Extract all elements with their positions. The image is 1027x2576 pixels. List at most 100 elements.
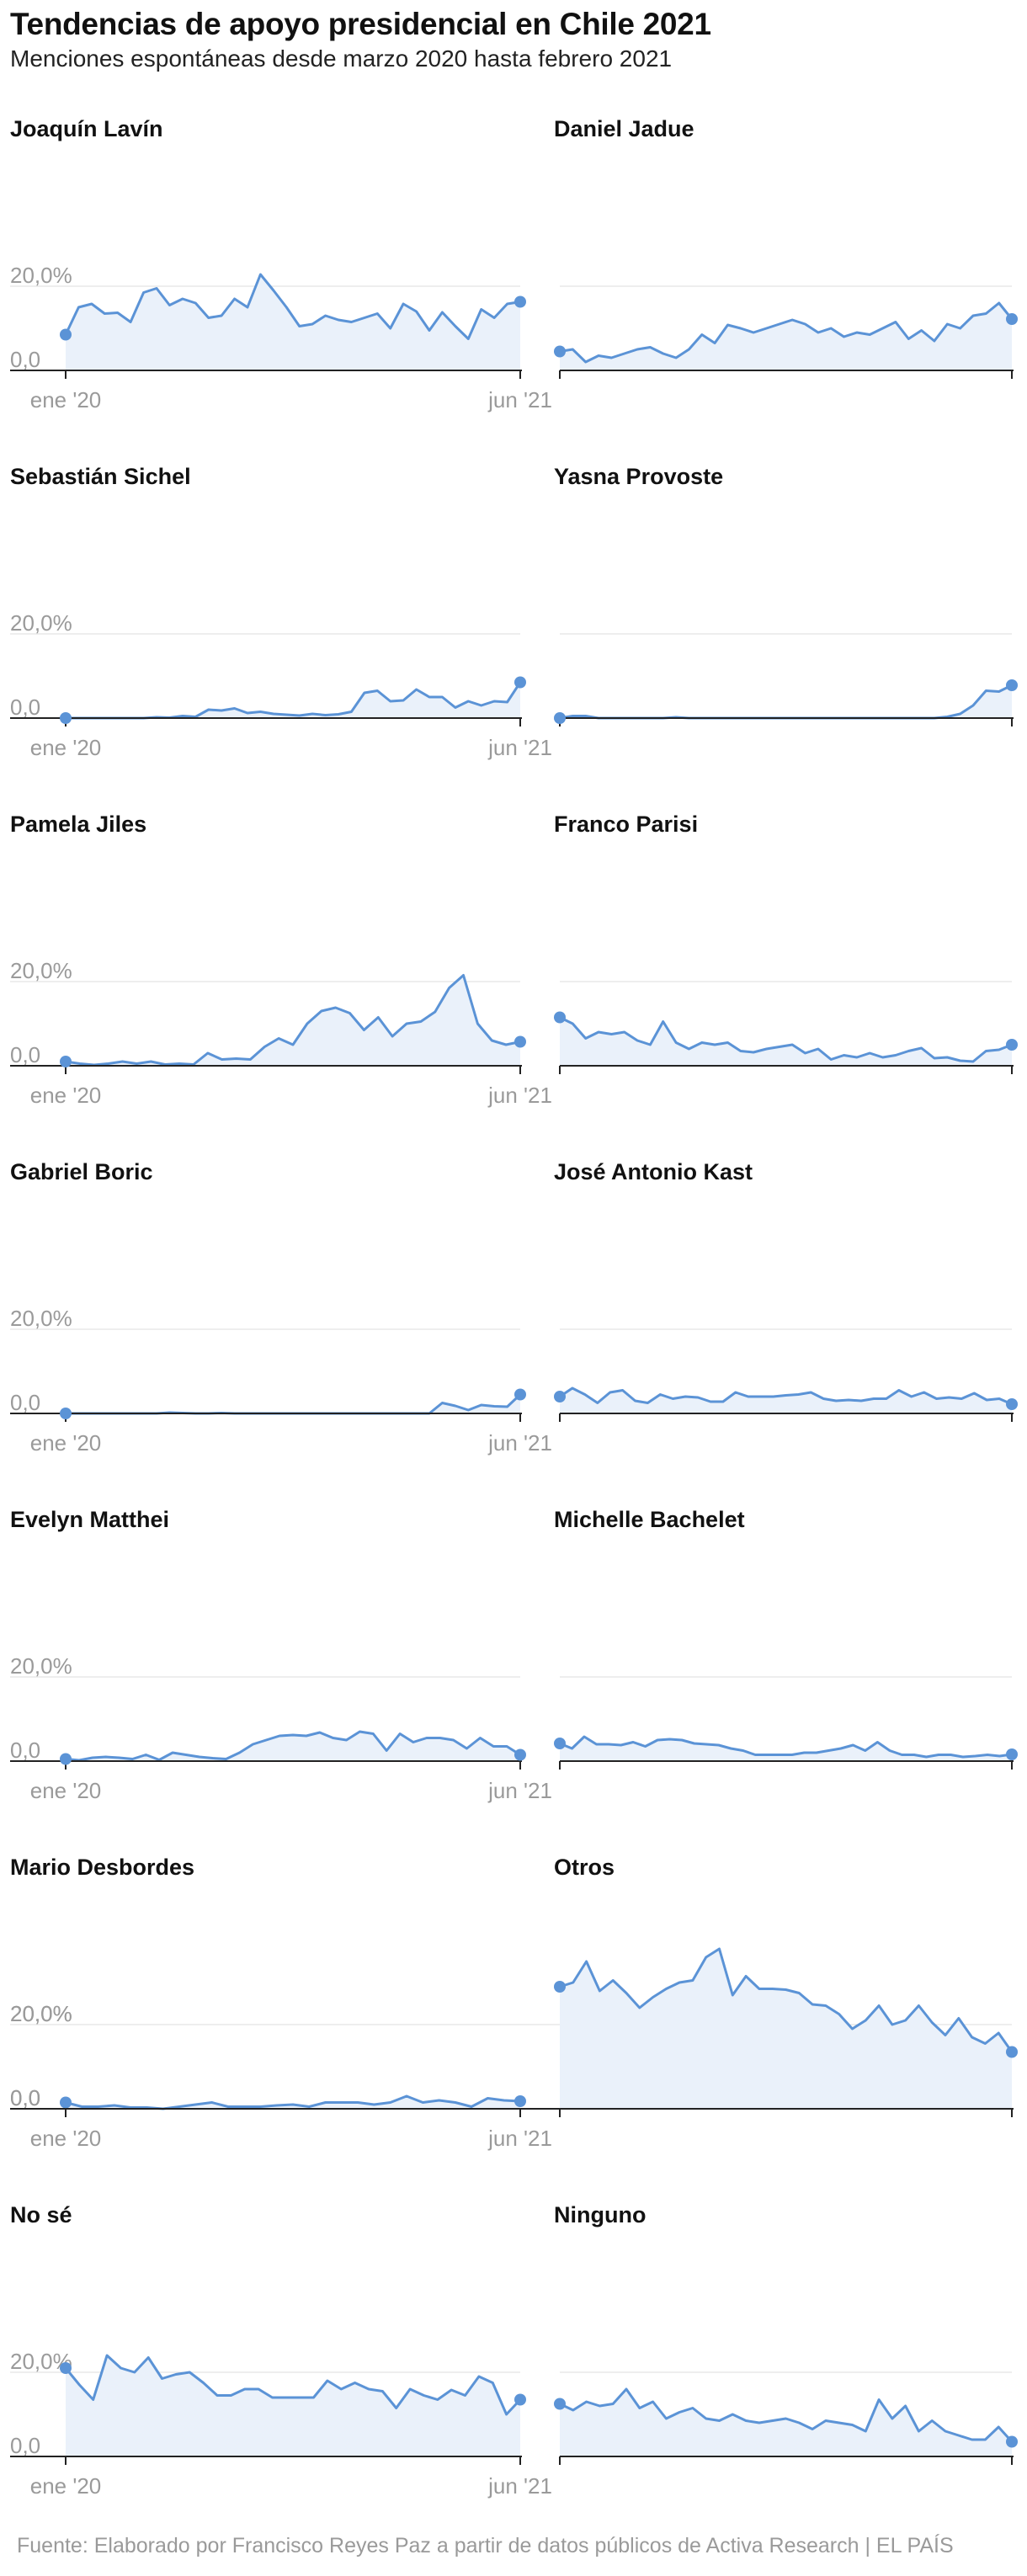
end-point	[514, 1388, 526, 1401]
series-line	[559, 684, 1013, 720]
y-tick-label: 0,0	[10, 347, 40, 372]
start-point	[60, 2096, 72, 2109]
end-point	[514, 1035, 526, 1048]
end-point	[1006, 313, 1018, 325]
end-point	[1006, 2046, 1018, 2058]
series-line	[559, 2387, 1014, 2443]
x-tick-label: ene '20	[30, 1083, 102, 1108]
y-tick-label: 0,0	[10, 695, 40, 720]
start-point	[554, 712, 566, 724]
series-line	[64, 273, 521, 340]
panel-title: Pamela Jiles	[10, 812, 146, 837]
source-note: Fuente: Elaborado por Francisco Reyes Pa…	[17, 2534, 954, 2557]
series-area	[66, 274, 520, 370]
series-area	[560, 1017, 1012, 1066]
chart-subtitle: Menciones espontáneas desde marzo 2020 h…	[10, 45, 673, 72]
panel-title: Sebastián Sichel	[10, 464, 191, 489]
x-tick-label: jun '21	[487, 1778, 552, 1803]
series-area	[560, 1388, 1012, 1413]
end-point	[514, 2095, 526, 2107]
x-tick-label: ene '20	[30, 735, 102, 760]
panel-title: Mario Desbordes	[10, 1855, 194, 1880]
panel-title: Michelle Bachelet	[554, 1507, 745, 1532]
panel-title: Ninguno	[554, 2202, 646, 2227]
y-tick-label: 0,0	[10, 1042, 40, 1067]
series-line	[559, 1386, 1013, 1406]
panel-title: No sé	[10, 2202, 72, 2227]
series-line	[559, 1735, 1013, 1759]
start-point	[60, 1056, 72, 1067]
series-area	[66, 2096, 520, 2109]
y-tick-label: 0,0	[10, 2433, 40, 2458]
end-point	[1006, 1398, 1018, 1410]
x-tick-label: jun '21	[487, 387, 552, 412]
x-tick-label: ene '20	[30, 2126, 102, 2151]
end-point	[514, 2393, 526, 2406]
panel-title: Evelyn Matthei	[10, 1507, 169, 1532]
y-tick-label: 20,0%	[10, 2001, 72, 2026]
y-tick-label: 0,0	[10, 1390, 40, 1415]
chart-title: Tendencias de apoyo presidencial en Chil…	[10, 7, 711, 41]
panel-title: Franco Parisi	[554, 812, 698, 837]
panel-2: Daniel Jadue	[554, 116, 1018, 379]
x-tick-label: ene '20	[30, 1430, 102, 1456]
end-point	[1006, 1039, 1018, 1051]
y-tick-label: 0,0	[10, 2085, 40, 2110]
x-tick-label: ene '20	[30, 2473, 102, 2499]
series-area	[560, 685, 1012, 718]
panel-10: Michelle Bachelet	[554, 1507, 1018, 1770]
y-tick-label: 20,0%	[10, 1306, 72, 1331]
panel-7: Gabriel Boric 20,0% 0,0 ene '20 jun '21	[10, 1159, 552, 1456]
series-area	[560, 303, 1012, 370]
series-line	[65, 1730, 521, 1762]
start-point	[60, 1408, 72, 1419]
x-tick-label: jun '21	[487, 2473, 552, 2499]
panel-title: Daniel Jadue	[554, 116, 694, 141]
start-point	[554, 1391, 566, 1402]
panel-12: Otros 20,0% 0,0	[10, 1855, 1018, 2117]
x-tick-label: jun '21	[487, 2126, 552, 2151]
series-area	[560, 1949, 1012, 2109]
y-tick-label: 0,0	[10, 2085, 40, 2110]
y-tick-label: 20,0%	[10, 610, 72, 636]
series-line	[559, 1947, 1014, 2053]
end-point	[1006, 1748, 1018, 1760]
panel-9: Evelyn Matthei 20,0% 0,0 ene '20 jun '21	[10, 1507, 552, 1803]
y-tick-label: 20,0%	[10, 2001, 72, 2026]
series-area	[66, 975, 520, 1066]
y-tick-label: 0,0	[10, 1738, 40, 1763]
panel-title: José Antonio Kast	[554, 1159, 753, 1184]
series-area	[560, 2389, 1012, 2456]
series-area	[66, 1394, 520, 1413]
series-line	[559, 1016, 1013, 1063]
x-tick-label: ene '20	[30, 387, 102, 412]
end-point	[514, 676, 526, 689]
panel-title: Gabriel Boric	[10, 1159, 153, 1184]
panel-1: Joaquín Lavín 20,0% 0,0 ene '20 jun '21	[10, 116, 552, 412]
panel-6: Franco Parisi	[554, 812, 1018, 1074]
panel-8: José Antonio Kast	[554, 1159, 1018, 1422]
start-point	[554, 1738, 566, 1749]
series-line	[559, 301, 1014, 364]
start-point	[60, 712, 72, 724]
panel-5: Pamela Jiles 20,0% 0,0 ene '20 jun '21	[10, 812, 552, 1108]
panel-11: Mario Desbordes 20,0% 0,0 ene '20 jun '21	[10, 1855, 552, 2151]
start-point	[554, 1981, 566, 1993]
start-point	[60, 1753, 72, 1765]
start-point	[60, 328, 72, 341]
panel-title: Joaquín Lavín	[10, 116, 163, 141]
start-point	[554, 1011, 566, 1024]
x-tick-label: jun '21	[487, 735, 552, 760]
series-line	[65, 974, 521, 1067]
end-point	[514, 295, 526, 308]
end-point	[514, 1748, 526, 1761]
series-line	[65, 2094, 521, 2110]
y-tick-label: 20,0%	[10, 958, 72, 983]
series-line	[64, 2354, 522, 2416]
y-tick-label: 20,0%	[10, 263, 72, 288]
series-area	[560, 1737, 1012, 1761]
panel-title: Otros	[554, 1855, 615, 1880]
header: Tendencias de apoyo presidencial en Chil…	[10, 7, 711, 72]
